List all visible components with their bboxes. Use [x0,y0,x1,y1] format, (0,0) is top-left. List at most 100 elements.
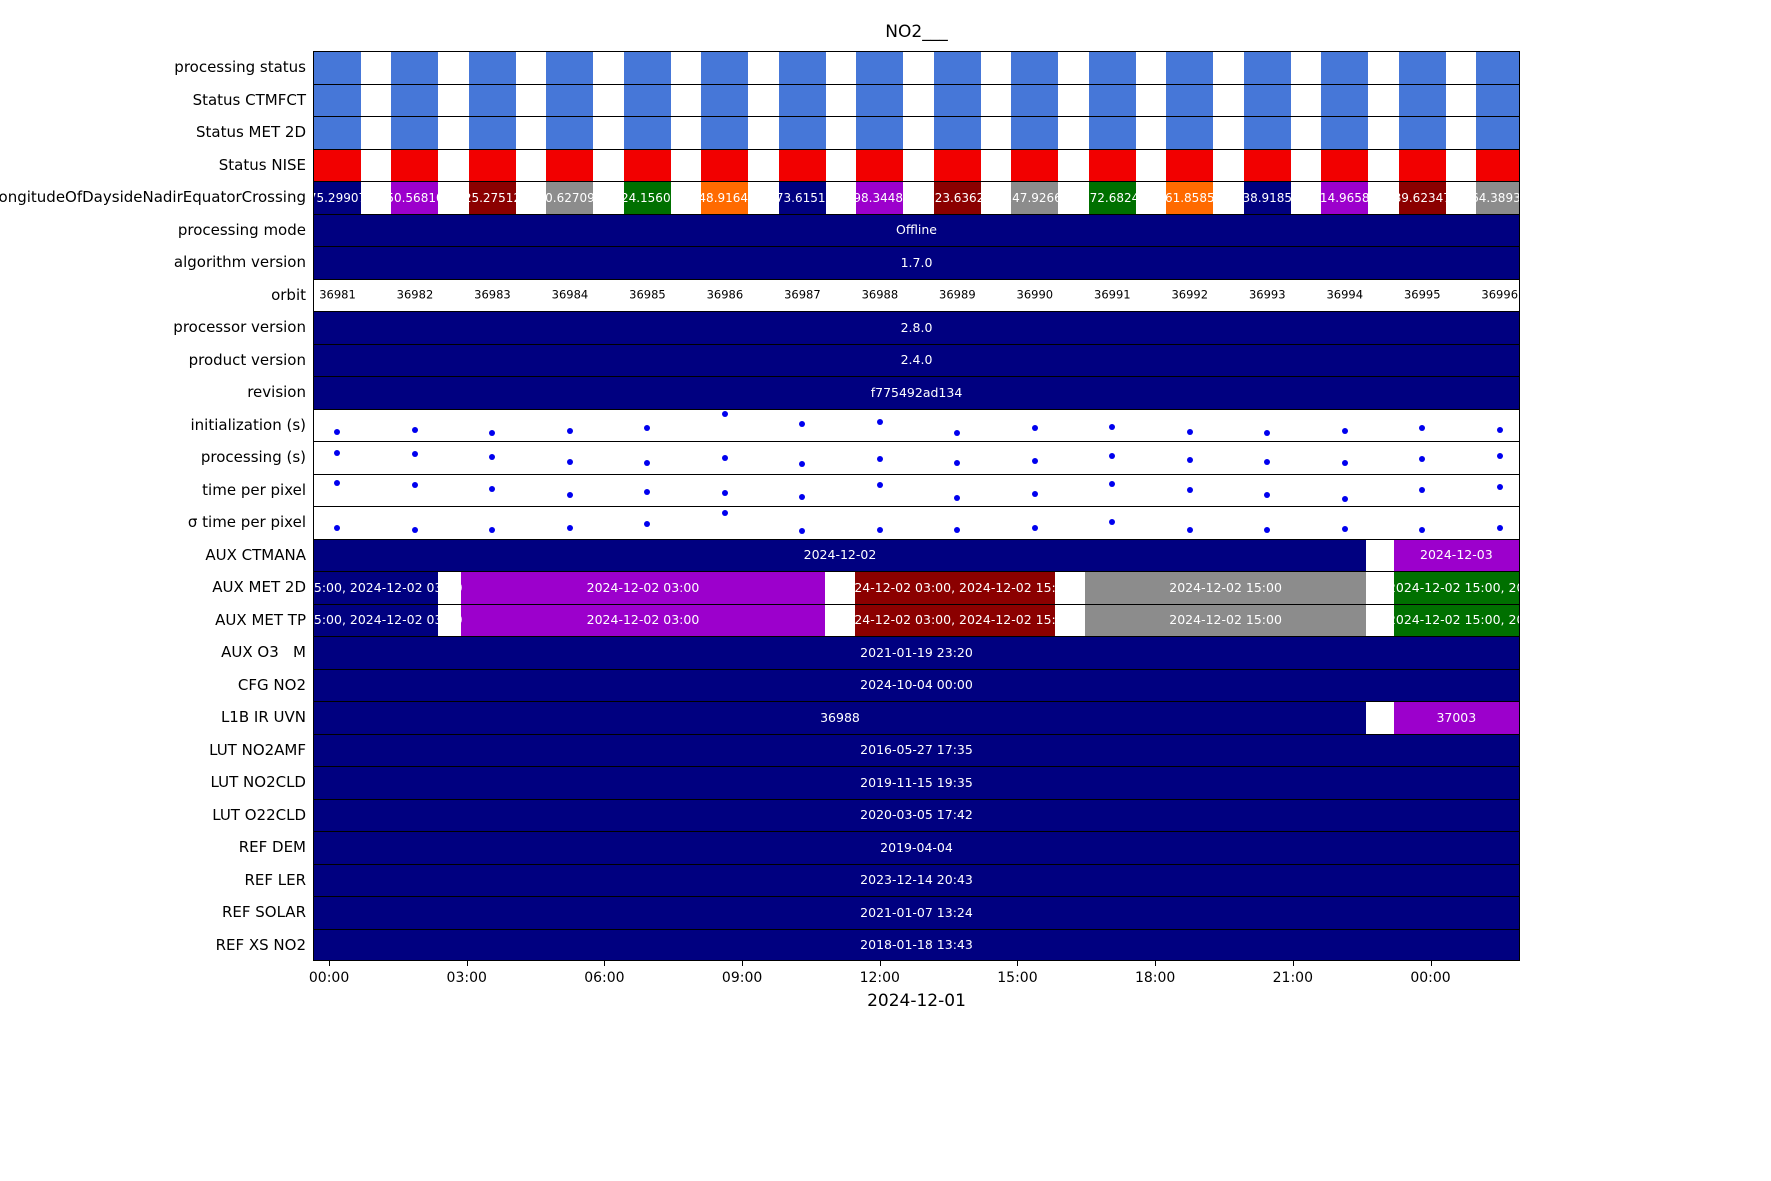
timeline-segment [1085,604,1366,636]
longitude-value: 25.27512 [463,190,522,205]
scatter-dot [566,492,573,499]
row-label-processing-status: processing status [174,58,306,77]
x-tick-mark [329,961,331,966]
longitude-block [314,182,361,214]
status-block [1398,52,1446,84]
row-track-aux-met-tp: 2024-12-01 15:00, 2024-12-02 03:00 2024-1… [313,603,1520,636]
row-track-longitudeofdaysidenadirequatorcrossing: 75.29907 50.56810 25.27512 0.62709 -24.15607… [313,181,1520,214]
row-label-l1b-ir-uvn: L1B IR UVN [220,708,306,727]
longitude-value: 50.56810 [386,190,444,205]
scatter-dot [876,419,883,426]
status-block [1166,84,1214,116]
scatter-dot [1109,424,1116,431]
scatter-dot [1496,525,1503,532]
status-block [1243,52,1291,84]
scatter-dot [799,421,806,428]
segment-label: 2.8.0 [900,319,933,335]
status-block [1088,149,1136,181]
scatter-dot [1496,484,1503,491]
timeline-segment [314,604,439,636]
status-block [778,52,826,84]
segment-label: 2024-12-02 15:00 [1169,579,1282,595]
row-label-processing-mode: processing mode [177,220,306,239]
status-block [701,117,749,149]
status-block [1088,117,1136,149]
longitude-value: -147.92663 [1000,190,1070,205]
scatter-dot [411,526,418,533]
longitude-value: 138.91858 [1234,190,1300,205]
x-tick-mark [1292,961,1294,966]
status-block [1321,52,1369,84]
segment-label: 2024-12-02 03:00 [586,612,700,627]
scatter-dot [799,460,806,467]
row-longitudeofdaysidenadirequatorcrossing: LongitudeOfDaysideNadirEquatorCrossing 75… [0,181,1520,214]
status-block [778,117,826,149]
status-block [1398,149,1446,181]
scatter-dot [1264,459,1271,466]
scatter-dot [799,527,806,534]
status-block [468,117,516,149]
status-block [856,84,904,116]
scatter-dot [334,479,341,486]
row-track-processing-s [313,441,1520,474]
x-axis: 00:00 03:00 06:00 09:00 12:00 15:00 18:00 21:00… [309,961,1520,1001]
row-l1b-ir-uvn: L1B IR UVN 36988 37003 [0,701,1520,734]
status-block [933,52,981,84]
longitude-value: -98.34489 [849,190,911,205]
scatter-dot [489,526,496,533]
scatter-dot [876,482,883,489]
row-cfg-no2: CFG NO2 2024-10-04 00:00 [0,668,1520,701]
timeline-segment [314,377,1519,409]
scatter-dot [334,525,341,532]
row-label-product-version: product version [188,350,306,369]
longitude-value: -172.68248 [1077,190,1147,205]
timeline-segment [461,604,825,636]
segment-label: 2019-11-15 19:35 [860,774,973,790]
status-block [701,149,749,181]
scatter-dot [489,453,496,460]
status-block [1321,117,1369,149]
row-label-processor-version: processor version [173,318,306,337]
row-status-ctmfct: Status CTMFCT [0,83,1520,116]
row-track-aux-met-2d: 2024-12-01 15:00, 2024-12-02 03:00 2024-1… [313,571,1520,604]
x-tick-label: 15:00 [997,970,1038,986]
row-processing-mode: processing mode Offline [0,213,1520,246]
segment-label: 2024-12-03 [1420,547,1493,562]
row-algorithm-version: algorithm version 1.7.0 [0,246,1520,279]
scatter-dot [799,494,806,501]
status-block [1476,84,1519,116]
row-aux-met-2d: AUX MET 2D 2024-12-01 15:00, 2024-12-02 0… [0,571,1520,604]
orbit-number: 36987 [784,287,821,302]
status-block [314,84,361,116]
timeline-segment [314,214,1519,246]
timeline-segment [1085,572,1366,604]
status-block [623,117,671,149]
scatter-dot [1419,455,1426,462]
orbit-number: 36984 [551,287,589,302]
row-track-ref-xs-no2: 2018-01-18 13:43 [313,928,1520,961]
longitude-block [1476,182,1519,214]
scatter-dot [644,520,651,527]
status-block [623,149,671,181]
scatter-dot [644,424,651,431]
row-track-processing-status [313,51,1520,84]
row-track-processor-version: 2.8.0 [313,311,1520,344]
row-initialization-s: initialization (s) [0,408,1520,441]
status-block [1321,149,1369,181]
row-ref-solar: REF SOLAR 2021-01-07 13:24 [0,896,1520,929]
segment-label: 2020-03-05 17:42 [860,807,973,822]
row-track-ref-ler: 2023-12-14 20:43 [313,863,1520,896]
scatter-dot [1341,495,1348,502]
status-block [468,52,516,84]
x-tick-mark [604,961,606,966]
timeline-segment [314,344,1519,376]
status-block [468,84,516,116]
status-block [391,117,439,149]
x-tick-label: 03:00 [446,970,487,986]
scatter-dot [1109,481,1116,488]
row-track-lut-no2amf: 2016-05-27 17:35 [313,733,1520,766]
scatter-dot [1496,427,1503,434]
timeline-segment [314,312,1519,344]
row-label-cfg-no2: CFG NO2 [237,675,306,694]
x-tick-mark [879,961,881,966]
